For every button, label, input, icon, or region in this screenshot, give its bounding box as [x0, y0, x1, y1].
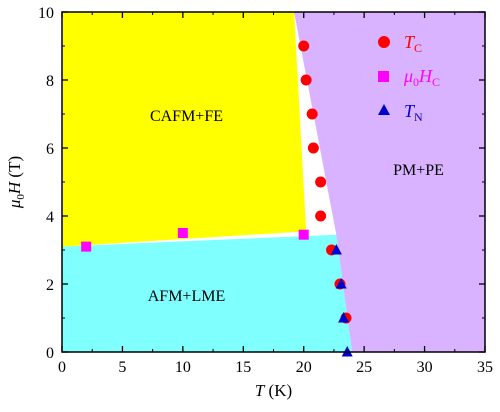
y-tick-label-6: 6 [46, 141, 54, 158]
legend-label-tc: TC [404, 32, 422, 55]
x-tick-label-20: 20 [296, 359, 312, 376]
marker-tc-5 [315, 210, 327, 222]
marker-tn-0 [330, 244, 342, 255]
y-tick-label-0: 0 [46, 345, 54, 362]
phase-regions [62, 12, 485, 352]
y-tick-label-10: 10 [38, 5, 54, 22]
legend-marker-tc [378, 36, 390, 48]
region-pm-pe [294, 12, 485, 352]
x-tick-label-10: 10 [175, 359, 191, 376]
y-axis-label-unit: (T) [5, 156, 24, 182]
legend-label-tn-symbol: T [404, 101, 416, 121]
legend-label-tc-sub: C [414, 41, 422, 55]
marker-hc-2 [298, 229, 309, 240]
marker-hc-0 [81, 241, 92, 252]
y-axis-label-mu: μ [5, 200, 24, 210]
y-axis-label-sub: 0 [15, 194, 27, 200]
x-tick-label-30: 30 [417, 359, 433, 376]
y-tick-label-4: 4 [46, 209, 54, 226]
marker-tc-1 [300, 74, 312, 86]
y-tick-label-8: 8 [46, 73, 54, 90]
data-markers [81, 40, 353, 357]
legend-label-hc-sub: C [432, 75, 440, 89]
x-axis-label: T (K) [255, 381, 292, 400]
legend-label-hc: μ0HC [403, 66, 440, 89]
y-axis-label: μ0H (T) [5, 156, 27, 209]
region-label-afm-lme: AFM+LME [148, 288, 225, 305]
marker-tc-0 [298, 40, 310, 52]
legend-label-tn: TN [404, 101, 423, 124]
legend-label-tn-sub: N [414, 110, 423, 124]
y-axis-label-symbol: H [5, 180, 24, 195]
x-axis-label-unit: (K) [264, 381, 292, 400]
y-tick-label-2: 2 [46, 277, 54, 294]
legend: TC μ0HC TN [378, 32, 440, 124]
region-labels: CAFM+FE AFM+LME PM+PE [148, 108, 444, 305]
region-afm-lme [62, 234, 353, 352]
region-label-cafm-fe: CAFM+FE [150, 108, 223, 125]
tick-labels: 0 5 10 15 20 25 30 35 0 2 4 6 8 10 [38, 5, 493, 376]
legend-entry-hc: μ0HC [378, 66, 440, 89]
marker-tn-1 [335, 278, 347, 289]
legend-entry-tc: TC [378, 32, 422, 55]
marker-tn-2 [338, 312, 350, 323]
region-label-pm-pe: PM+PE [393, 162, 444, 179]
x-tick-label-5: 5 [118, 359, 126, 376]
legend-label-hc-mu: μ [403, 66, 413, 86]
x-tick-label-0: 0 [58, 359, 66, 376]
region-cafm-fe [62, 12, 307, 247]
marker-hc-1 [177, 228, 188, 238]
x-tick-label-35: 35 [477, 359, 493, 376]
legend-entry-tn: TN [378, 101, 423, 124]
axis-ticks [61, 11, 486, 353]
legend-label-hc-sub0: 0 [413, 75, 419, 89]
legend-label-tc-symbol: T [404, 32, 416, 52]
marker-tc-2 [306, 108, 318, 120]
legend-marker-hc [378, 71, 389, 82]
marker-tc-4 [315, 176, 327, 188]
x-tick-label-15: 15 [235, 359, 251, 376]
legend-label-hc-symbol: H [418, 66, 433, 86]
legend-marker-tn [378, 104, 390, 115]
marker-tc-3 [307, 142, 319, 154]
x-tick-label-25: 25 [356, 359, 372, 376]
x-axis-label-symbol: T [255, 381, 266, 400]
